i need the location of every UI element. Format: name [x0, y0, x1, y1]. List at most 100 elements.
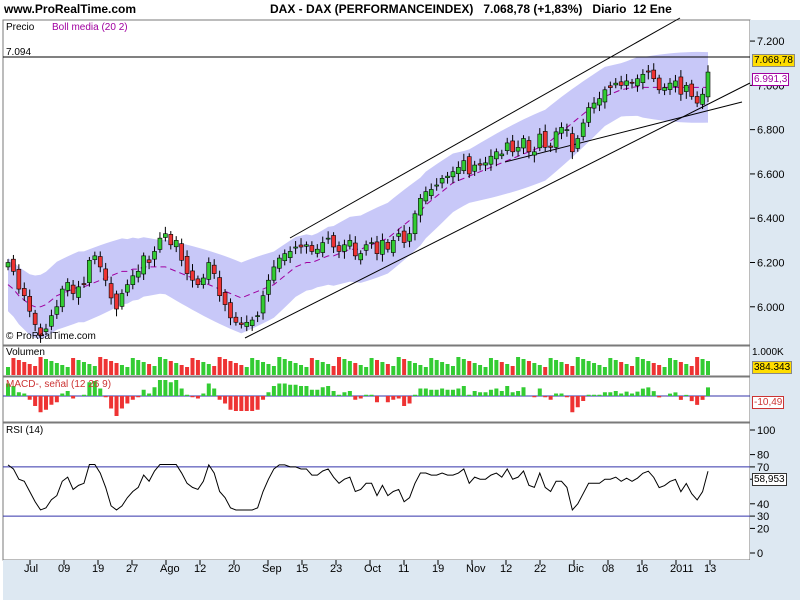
volume-bar: [179, 365, 184, 375]
candle-body: [244, 321, 250, 327]
rsi-panel: [2, 422, 751, 561]
macd-bar: [141, 389, 146, 396]
volume-bar: [244, 367, 249, 375]
macd-bar: [190, 396, 195, 398]
volume-bar: [554, 360, 559, 375]
macd-bar: [700, 396, 705, 400]
macd-bar: [592, 394, 597, 396]
macd-bar: [228, 396, 233, 410]
x-tick-label: 22: [534, 563, 546, 575]
volume-bar: [233, 363, 238, 375]
candle-body: [304, 244, 309, 247]
volume-bar: [195, 360, 200, 375]
x-tick-label: Nov: [466, 563, 486, 575]
volume-bar: [119, 365, 124, 375]
x-tick-label: 11: [398, 563, 409, 575]
candle: [390, 236, 396, 257]
macd-bar: [570, 396, 575, 413]
candle-body: [293, 246, 298, 249]
candle-body: [580, 122, 586, 137]
volume-bar: [380, 362, 385, 375]
macd-bar: [407, 396, 412, 404]
volume-bar: [71, 358, 76, 375]
macd-bar: [657, 396, 662, 398]
candle: [217, 270, 222, 302]
candle: [385, 239, 391, 253]
candle: [5, 259, 11, 271]
candle-body: [5, 262, 11, 268]
candle: [564, 123, 570, 137]
volume-bar: [700, 359, 705, 375]
volume-top-tick: 1.000K: [752, 347, 784, 358]
candle: [553, 127, 559, 153]
macd-bar: [152, 387, 157, 396]
macd-bar: [369, 394, 374, 396]
volume-bar: [570, 366, 575, 375]
candle-body: [70, 284, 76, 294]
macd-bar: [255, 396, 260, 410]
candle-body: [54, 306, 60, 315]
candle: [466, 153, 472, 178]
candle-body: [380, 240, 385, 255]
volume-bar: [353, 363, 358, 375]
candle-body: [542, 131, 548, 148]
volume-bar: [114, 363, 119, 375]
macd-bar: [271, 386, 276, 396]
x-tick-label: 16: [636, 563, 648, 575]
volume-bar: [586, 361, 591, 375]
candle-body: [217, 277, 222, 297]
candle: [163, 226, 168, 242]
candle: [700, 88, 705, 110]
candle-body: [439, 178, 445, 184]
volume-bar: [613, 360, 618, 375]
volume-bar: [255, 360, 260, 375]
volume-bar: [673, 360, 678, 375]
candle-body: [428, 189, 434, 196]
candle: [211, 259, 217, 279]
candle: [336, 241, 342, 259]
watermark: © ProRealTime.com: [6, 331, 96, 342]
macd-bar: [608, 392, 613, 396]
volume-bar: [597, 365, 602, 375]
macd-bar: [554, 393, 559, 396]
candle-body: [694, 96, 700, 104]
candle: [363, 240, 369, 256]
volume-bar: [33, 366, 38, 375]
rsi-tick-label: 40: [757, 499, 769, 511]
volume-bar: [147, 364, 152, 375]
candle: [412, 210, 418, 241]
candle: [271, 260, 277, 284]
candle-body: [673, 80, 678, 87]
volume-bar: [358, 365, 363, 375]
volume-bar: [282, 359, 287, 375]
candle: [59, 285, 65, 313]
candle-body: [32, 312, 38, 325]
x-tick-label: Dic: [568, 563, 584, 575]
rsi-line: [7, 463, 709, 512]
candle: [472, 160, 477, 176]
candle: [32, 309, 38, 332]
macd-bar: [6, 383, 10, 396]
trendline-upper: [289, 17, 681, 239]
volume-bar: [646, 361, 651, 375]
candle: [239, 316, 244, 329]
macd-bar: [651, 391, 656, 396]
candle-body: [624, 80, 629, 86]
volume-bar: [695, 357, 700, 375]
boll-middle-badge: 6.991,3: [752, 73, 790, 86]
candle: [309, 241, 315, 255]
volume-bar: [190, 358, 195, 375]
price-layer: [3, 17, 751, 343]
macd-bar: [87, 382, 92, 396]
macd-bar: [179, 388, 184, 396]
macd-bar: [109, 396, 114, 409]
macd-bar: [38, 396, 43, 413]
candle-body: [27, 296, 33, 312]
candle-body: [309, 245, 315, 252]
volume-bar: [689, 366, 694, 375]
macd-bar: [488, 389, 493, 396]
candle: [282, 249, 288, 266]
volume-bar: [423, 367, 428, 375]
candle-body: [640, 73, 646, 83]
candle-body: [222, 292, 228, 305]
